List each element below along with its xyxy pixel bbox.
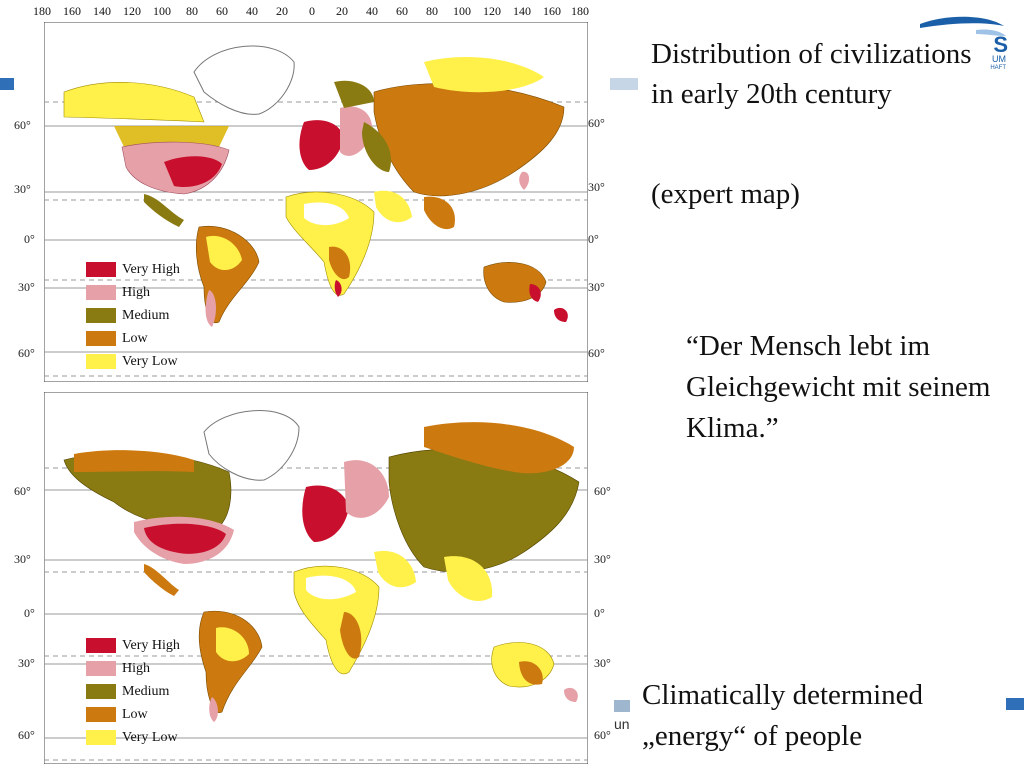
slide-quote: “Der Mensch lebt im Gleichgewicht mit se… xyxy=(686,330,991,444)
legend-item: Very Low xyxy=(86,726,180,749)
latitude-label: 60° xyxy=(18,346,35,360)
legend-item: Medium xyxy=(86,680,180,703)
longitude-label: 80 xyxy=(186,4,198,18)
legend-swatch xyxy=(86,638,116,653)
legend-swatch xyxy=(86,684,116,699)
slide-subtitle: (expert map) xyxy=(651,178,800,210)
latitude-label: 0° xyxy=(24,232,35,246)
energy-map-svg xyxy=(44,392,588,764)
longitude-label: 40 xyxy=(246,4,258,18)
footer-text: un xyxy=(614,716,630,732)
latitude-label: 60° xyxy=(14,484,31,498)
legend-item: Medium xyxy=(86,304,180,327)
longitude-label: 180 xyxy=(571,4,589,18)
latitude-label: 30° xyxy=(594,656,611,670)
longitude-label: 60 xyxy=(396,4,408,18)
longitude-label: 0 xyxy=(309,4,315,18)
legend-item: High xyxy=(86,657,180,680)
logo-letter: S xyxy=(993,32,1008,57)
legend-swatch xyxy=(86,730,116,745)
longitude-label: 60 xyxy=(216,4,228,18)
legend-label: Very High xyxy=(122,261,180,277)
legend-swatch xyxy=(86,331,116,346)
legend-label: Low xyxy=(122,706,148,722)
legend-item: Low xyxy=(86,703,180,726)
accent-bar xyxy=(1006,698,1024,710)
longitude-label: 120 xyxy=(123,4,141,18)
longitude-label: 20 xyxy=(336,4,348,18)
latitude-label: 0° xyxy=(588,232,599,246)
legend-swatch xyxy=(86,707,116,722)
legend-item: Low xyxy=(86,327,180,350)
latitude-label: 30° xyxy=(18,280,35,294)
longitude-label: 80 xyxy=(426,4,438,18)
civilization-map xyxy=(44,22,588,382)
slide-caption: Climatically determined „energy“ of peop… xyxy=(642,679,924,752)
map-legend: Very High High Medium Low Very Low xyxy=(86,634,180,749)
legend-item: Very High xyxy=(86,258,180,281)
latitude-label: 30° xyxy=(14,182,31,196)
latitude-label: 60° xyxy=(594,728,611,742)
legend-label: High xyxy=(122,660,150,676)
longitude-label: 160 xyxy=(63,4,81,18)
accent-bar xyxy=(610,78,638,90)
legend-swatch xyxy=(86,661,116,676)
latitude-label: 30° xyxy=(18,656,35,670)
legend-swatch xyxy=(86,308,116,323)
map-legend: Very High High Medium Low Very Low xyxy=(86,258,180,373)
latitude-label: 60° xyxy=(594,484,611,498)
logo-swoosh-icon xyxy=(920,16,1006,36)
latitude-label: 60° xyxy=(588,346,605,360)
university-logo: S UM HAFT xyxy=(916,14,1008,78)
latitude-label: 0° xyxy=(24,606,35,620)
latitude-label: 60° xyxy=(588,116,605,130)
longitude-label: 160 xyxy=(543,4,561,18)
longitude-label: 120 xyxy=(483,4,501,18)
legend-swatch xyxy=(86,354,116,369)
legend-swatch xyxy=(86,285,116,300)
longitude-label: 100 xyxy=(453,4,471,18)
latitude-label: 0° xyxy=(594,606,605,620)
logo-text: HAFT xyxy=(990,65,1006,71)
legend-item: High xyxy=(86,281,180,304)
legend-item: Very Low xyxy=(86,350,180,373)
longitude-label: 140 xyxy=(93,4,111,18)
accent-bar xyxy=(0,78,14,90)
latitude-label: 60° xyxy=(18,728,35,742)
legend-label: High xyxy=(122,284,150,300)
longitude-label: 180 xyxy=(33,4,51,18)
longitude-label: 20 xyxy=(276,4,288,18)
latitude-label: 60° xyxy=(14,118,31,132)
slide-title: Distribution of civilizations in early 2… xyxy=(651,38,972,110)
longitude-label: 100 xyxy=(153,4,171,18)
latitude-label: 30° xyxy=(14,552,31,566)
longitude-label: 140 xyxy=(513,4,531,18)
legend-label: Low xyxy=(122,330,148,346)
legend-label: Very High xyxy=(122,637,180,653)
legend-swatch xyxy=(86,262,116,277)
legend-label: Very Low xyxy=(122,729,178,745)
latitude-label: 30° xyxy=(588,180,605,194)
logo-text: UM xyxy=(992,54,1006,64)
legend-item: Very High xyxy=(86,634,180,657)
legend-label: Medium xyxy=(122,307,170,323)
latitude-label: 30° xyxy=(594,552,611,566)
legend-label: Very Low xyxy=(122,353,178,369)
legend-label: Medium xyxy=(122,683,170,699)
energy-map xyxy=(44,392,588,764)
longitude-label-row: 180 160 140 120 100 80 60 40 20 0 20 40 … xyxy=(28,4,589,20)
civilization-map-svg xyxy=(44,22,588,382)
accent-bar xyxy=(614,700,630,712)
longitude-label: 40 xyxy=(366,4,378,18)
latitude-label: 30° xyxy=(588,280,605,294)
